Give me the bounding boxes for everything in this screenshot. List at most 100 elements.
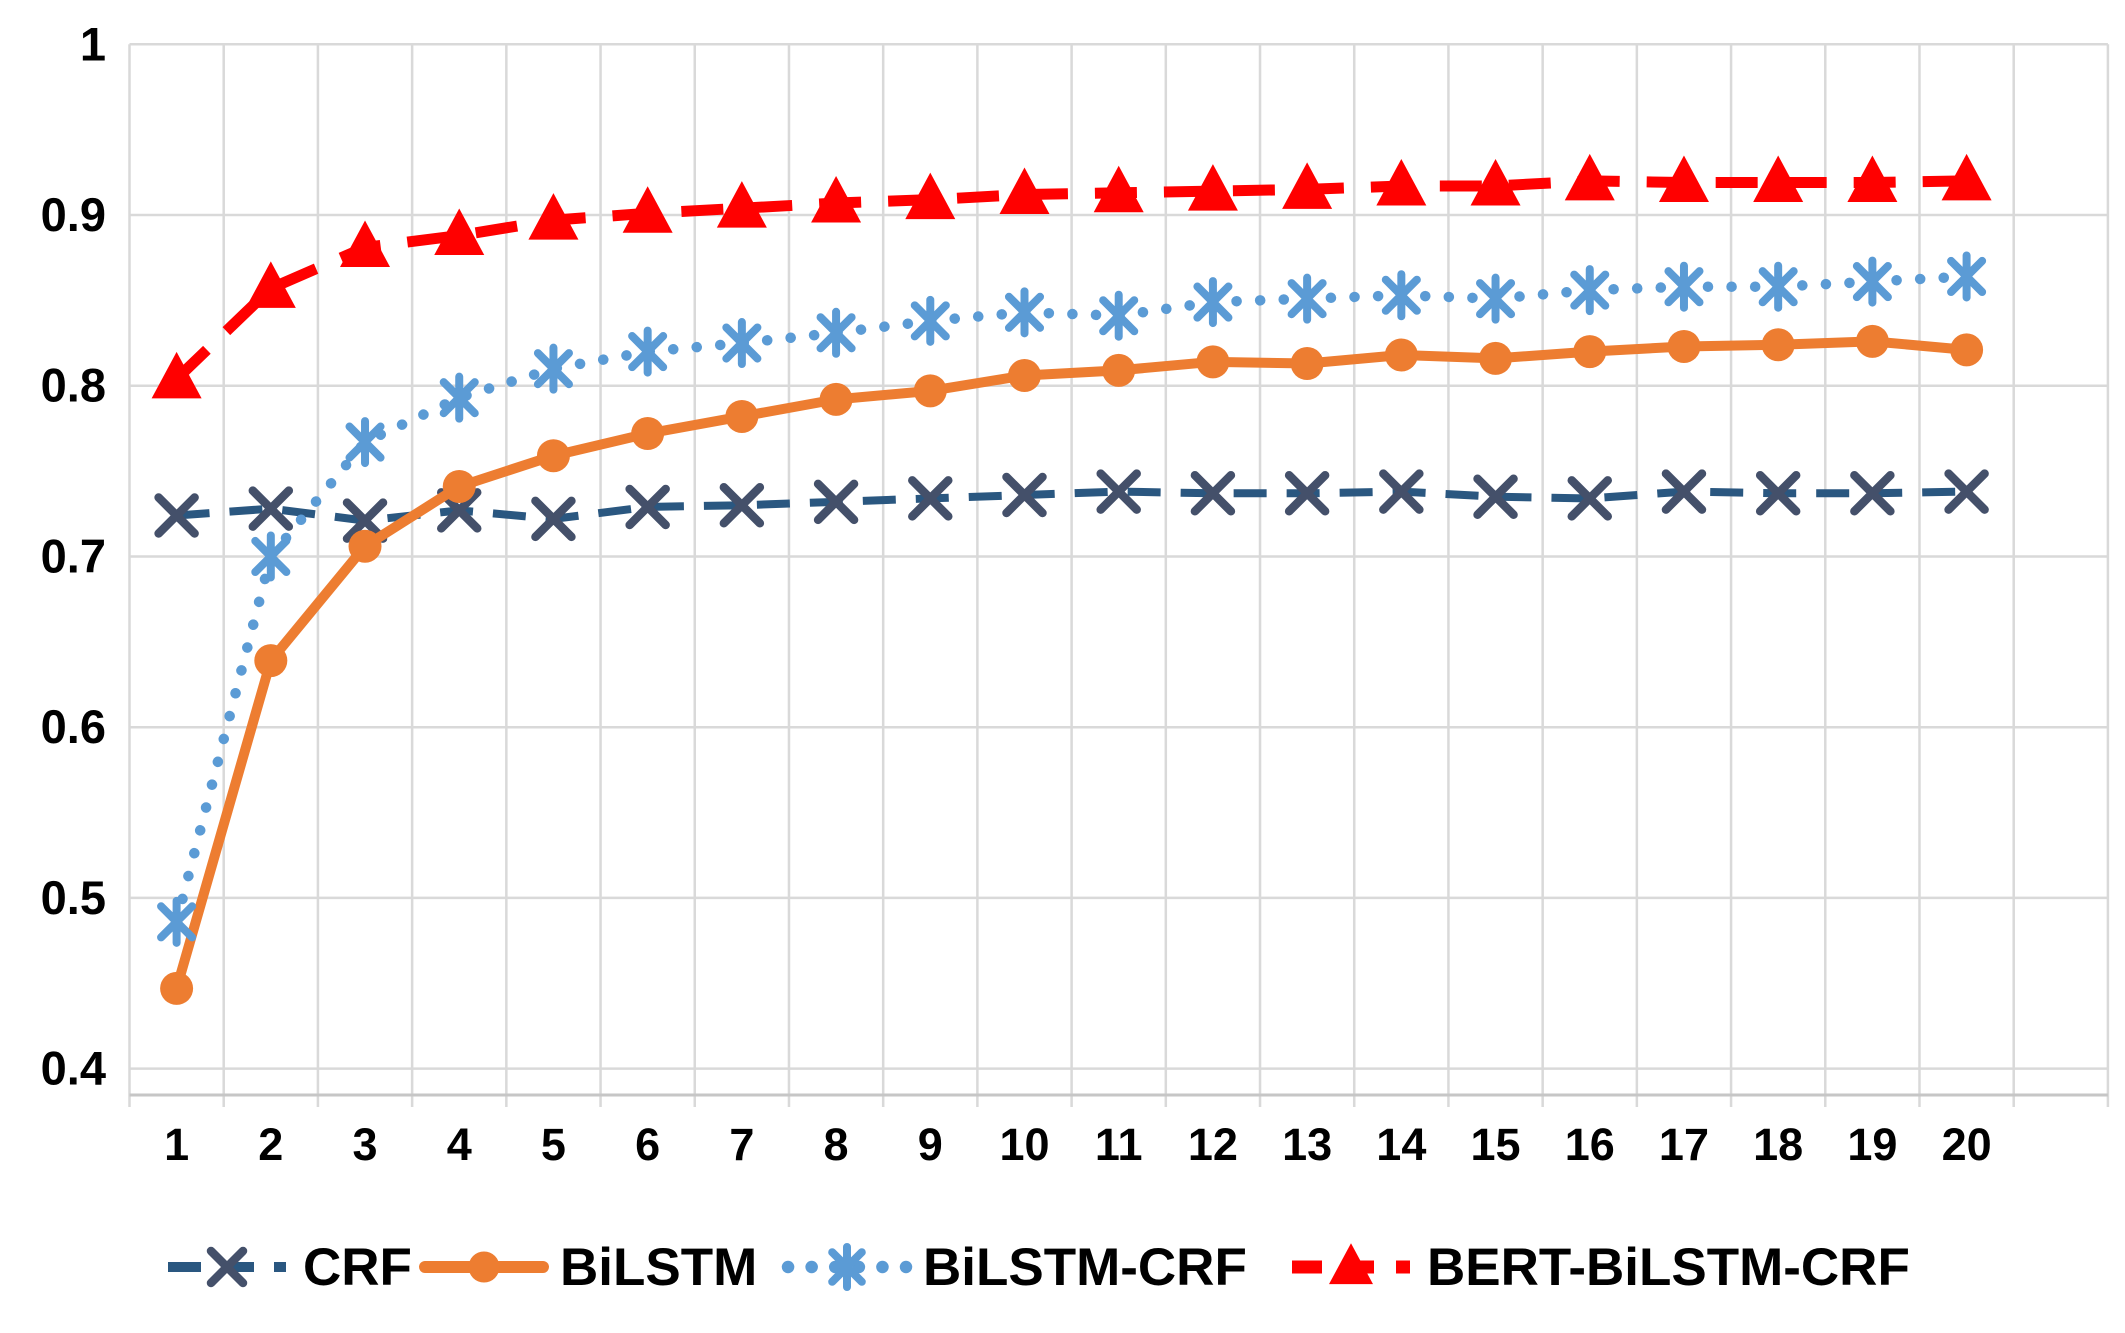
triangle-marker (1564, 153, 1615, 201)
triangle-marker (905, 172, 956, 220)
triangle-marker (1847, 155, 1898, 203)
x-tick-label: 15 (1471, 1119, 1521, 1170)
triangle-marker (1187, 164, 1238, 211)
circle-marker (1950, 333, 1984, 367)
triangle-marker (151, 351, 202, 399)
asterisk-marker (251, 531, 291, 582)
asterisk-marker (910, 295, 950, 346)
asterisk-marker (816, 307, 856, 358)
series-markers (160, 324, 1984, 1005)
x-tick-label: 19 (1847, 1119, 1897, 1170)
x-marker (342, 498, 388, 543)
series-line (172, 175, 1967, 383)
x-marker (1284, 471, 1330, 516)
circle-marker (160, 971, 194, 1005)
series-bert-bilstm-crf (151, 153, 1992, 399)
asterisk-marker (345, 417, 385, 468)
x-tick-label: 1 (164, 1119, 189, 1170)
legend-label: CRF (303, 1238, 412, 1297)
x-marker (1850, 471, 1895, 516)
asterisk-marker (1004, 287, 1045, 338)
triangle-marker (1093, 165, 1144, 213)
circle-marker (1667, 329, 1701, 363)
legend-item-bilstm: BiLSTM (419, 1238, 757, 1297)
x-marker (1755, 471, 1801, 516)
asterisk-marker (1381, 270, 1421, 321)
y-tick-label: 0.7 (41, 529, 106, 582)
triangle-marker (245, 261, 296, 308)
circle-marker (1384, 338, 1418, 372)
circle-marker (254, 644, 288, 678)
asterisk-marker (1476, 273, 1516, 324)
y-axis-labels: 1 0.9 0.8 0.7 0.6 0.5 0.4 (41, 17, 106, 1094)
x-tick-label: 18 (1753, 1119, 1803, 1170)
triangle-marker (1329, 1243, 1373, 1285)
x-tick-label: 11 (1095, 1119, 1143, 1170)
triangle-marker (999, 167, 1050, 215)
x-tick-label: 10 (999, 1119, 1049, 1170)
legend-label: BiLSTM-CRF (923, 1238, 1247, 1297)
triangle-marker (1753, 155, 1804, 203)
triangle-marker (811, 176, 862, 223)
asterisk-marker (1287, 273, 1327, 324)
x-marker (1661, 469, 1707, 514)
legend-item-bert-bilstm-crf: BERT-BiLSTM-CRF (1292, 1238, 1910, 1297)
x-marker (1002, 472, 1047, 518)
legend-item-crf: CRF (168, 1238, 412, 1297)
y-tick-label: 0.9 (41, 188, 106, 241)
circle-marker (1573, 335, 1607, 369)
legend-label: BERT-BiLSTM-CRF (1427, 1238, 1910, 1297)
series-line (171, 271, 1972, 928)
asterisk-marker (1193, 277, 1233, 328)
triangle-marker (1470, 158, 1521, 206)
circle-marker (442, 469, 476, 503)
circle-marker (819, 382, 853, 416)
x-marker (1567, 476, 1613, 521)
x-tick-label: 9 (918, 1119, 943, 1170)
x-tick-label: 20 (1942, 1119, 1992, 1170)
legend-label: BiLSTM (560, 1238, 757, 1297)
x-marker (154, 493, 199, 538)
asterisk-marker (439, 372, 479, 423)
circle-marker (725, 399, 759, 433)
x-marker (719, 482, 765, 528)
asterisk-marker (722, 318, 762, 369)
x-marker (1944, 469, 1989, 514)
asterisk-marker (157, 896, 197, 947)
x-tick-label: 8 (824, 1119, 849, 1170)
triangle-marker (340, 220, 391, 267)
series-markers (151, 153, 1992, 399)
x-tick-label: 14 (1376, 1119, 1426, 1170)
x-marker (625, 484, 670, 530)
circle-marker (1102, 353, 1136, 387)
circle-marker (536, 439, 570, 473)
triangle-marker (1941, 153, 1992, 201)
triangle-marker (1282, 162, 1333, 209)
legend-item-bilstm-crf: BiLSTM-CRF (781, 1238, 1247, 1297)
triangle-marker (1376, 158, 1427, 206)
x-marker (1473, 474, 1518, 519)
gridlines (128, 43, 2110, 1107)
x-tick-label: 7 (729, 1119, 754, 1170)
x-marker (813, 479, 859, 525)
triangle-marker (716, 181, 767, 228)
triangle-marker (434, 208, 485, 255)
asterisk-marker (533, 343, 573, 394)
asterisk-marker (1570, 265, 1610, 316)
triangle-marker (1658, 155, 1709, 203)
asterisk-marker (1947, 251, 1987, 302)
x-tick-label: 13 (1282, 1119, 1332, 1170)
y-tick-label: 0.6 (41, 700, 106, 753)
y-tick-label: 1 (80, 17, 106, 70)
circle-marker (913, 374, 947, 408)
circle-marker (1479, 341, 1513, 375)
asterisk-marker (1664, 261, 1704, 312)
x-marker (1379, 469, 1424, 514)
x-marker (248, 486, 294, 531)
x-tick-label: 17 (1659, 1119, 1709, 1170)
series-markers (154, 469, 1989, 543)
circle-marker (1007, 358, 1041, 392)
x-marker (1096, 469, 1141, 514)
